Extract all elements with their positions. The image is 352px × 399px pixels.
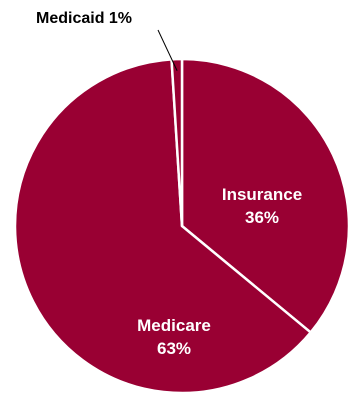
callout-line-medicaid [157, 29, 178, 71]
pie-callouts [157, 29, 178, 71]
slice-label-medicare: Medicare 63% [137, 316, 211, 358]
callout-label-medicaid: Medicaid 1% [36, 10, 132, 27]
slice-label-insurance: Insurance 36% [222, 185, 302, 227]
pie-labels: Insurance 36% Medicare 63% Medicaid 1% [36, 10, 302, 358]
pie-slice-medicare [13, 58, 312, 395]
pie-slice-insurance [180, 57, 351, 334]
pie-slices [13, 57, 351, 395]
